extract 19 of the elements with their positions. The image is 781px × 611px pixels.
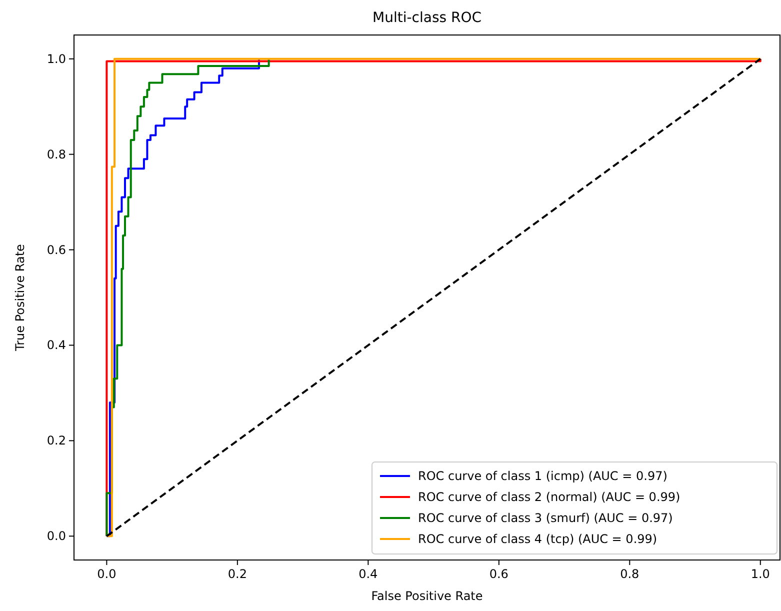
x-tick-label: 0.8 (620, 567, 640, 581)
y-tick-label: 1.0 (46, 52, 66, 66)
y-axis-title: True Positive Rate (13, 244, 27, 352)
y-tick-label: 0.8 (46, 147, 66, 162)
x-tick-label: 1.0 (750, 567, 770, 581)
legend-label: ROC curve of class 4 (tcp) (AUC = 0.99) (418, 532, 658, 546)
x-tick-label: 0.4 (358, 567, 378, 581)
x-tick-label: 0.0 (97, 567, 116, 581)
y-tick-label: 0.0 (46, 529, 66, 544)
x-axis-title: False Positive Rate (371, 589, 483, 603)
y-tick-label: 0.4 (46, 338, 66, 352)
legend-label: ROC curve of class 1 (icmp) (AUC = 0.97) (418, 469, 668, 483)
x-tick-label: 0.2 (228, 567, 247, 581)
x-tick-label: 0.6 (489, 567, 508, 581)
legend-label: ROC curve of class 3 (smurf) (AUC = 0.97) (418, 511, 673, 525)
chart-title: Multi-class ROC (372, 10, 482, 26)
y-tick-label: 0.2 (46, 434, 66, 448)
y-tick-label: 0.6 (46, 242, 66, 257)
legend-label: ROC curve of class 2 (normal) (AUC = 0.99) (418, 490, 680, 504)
